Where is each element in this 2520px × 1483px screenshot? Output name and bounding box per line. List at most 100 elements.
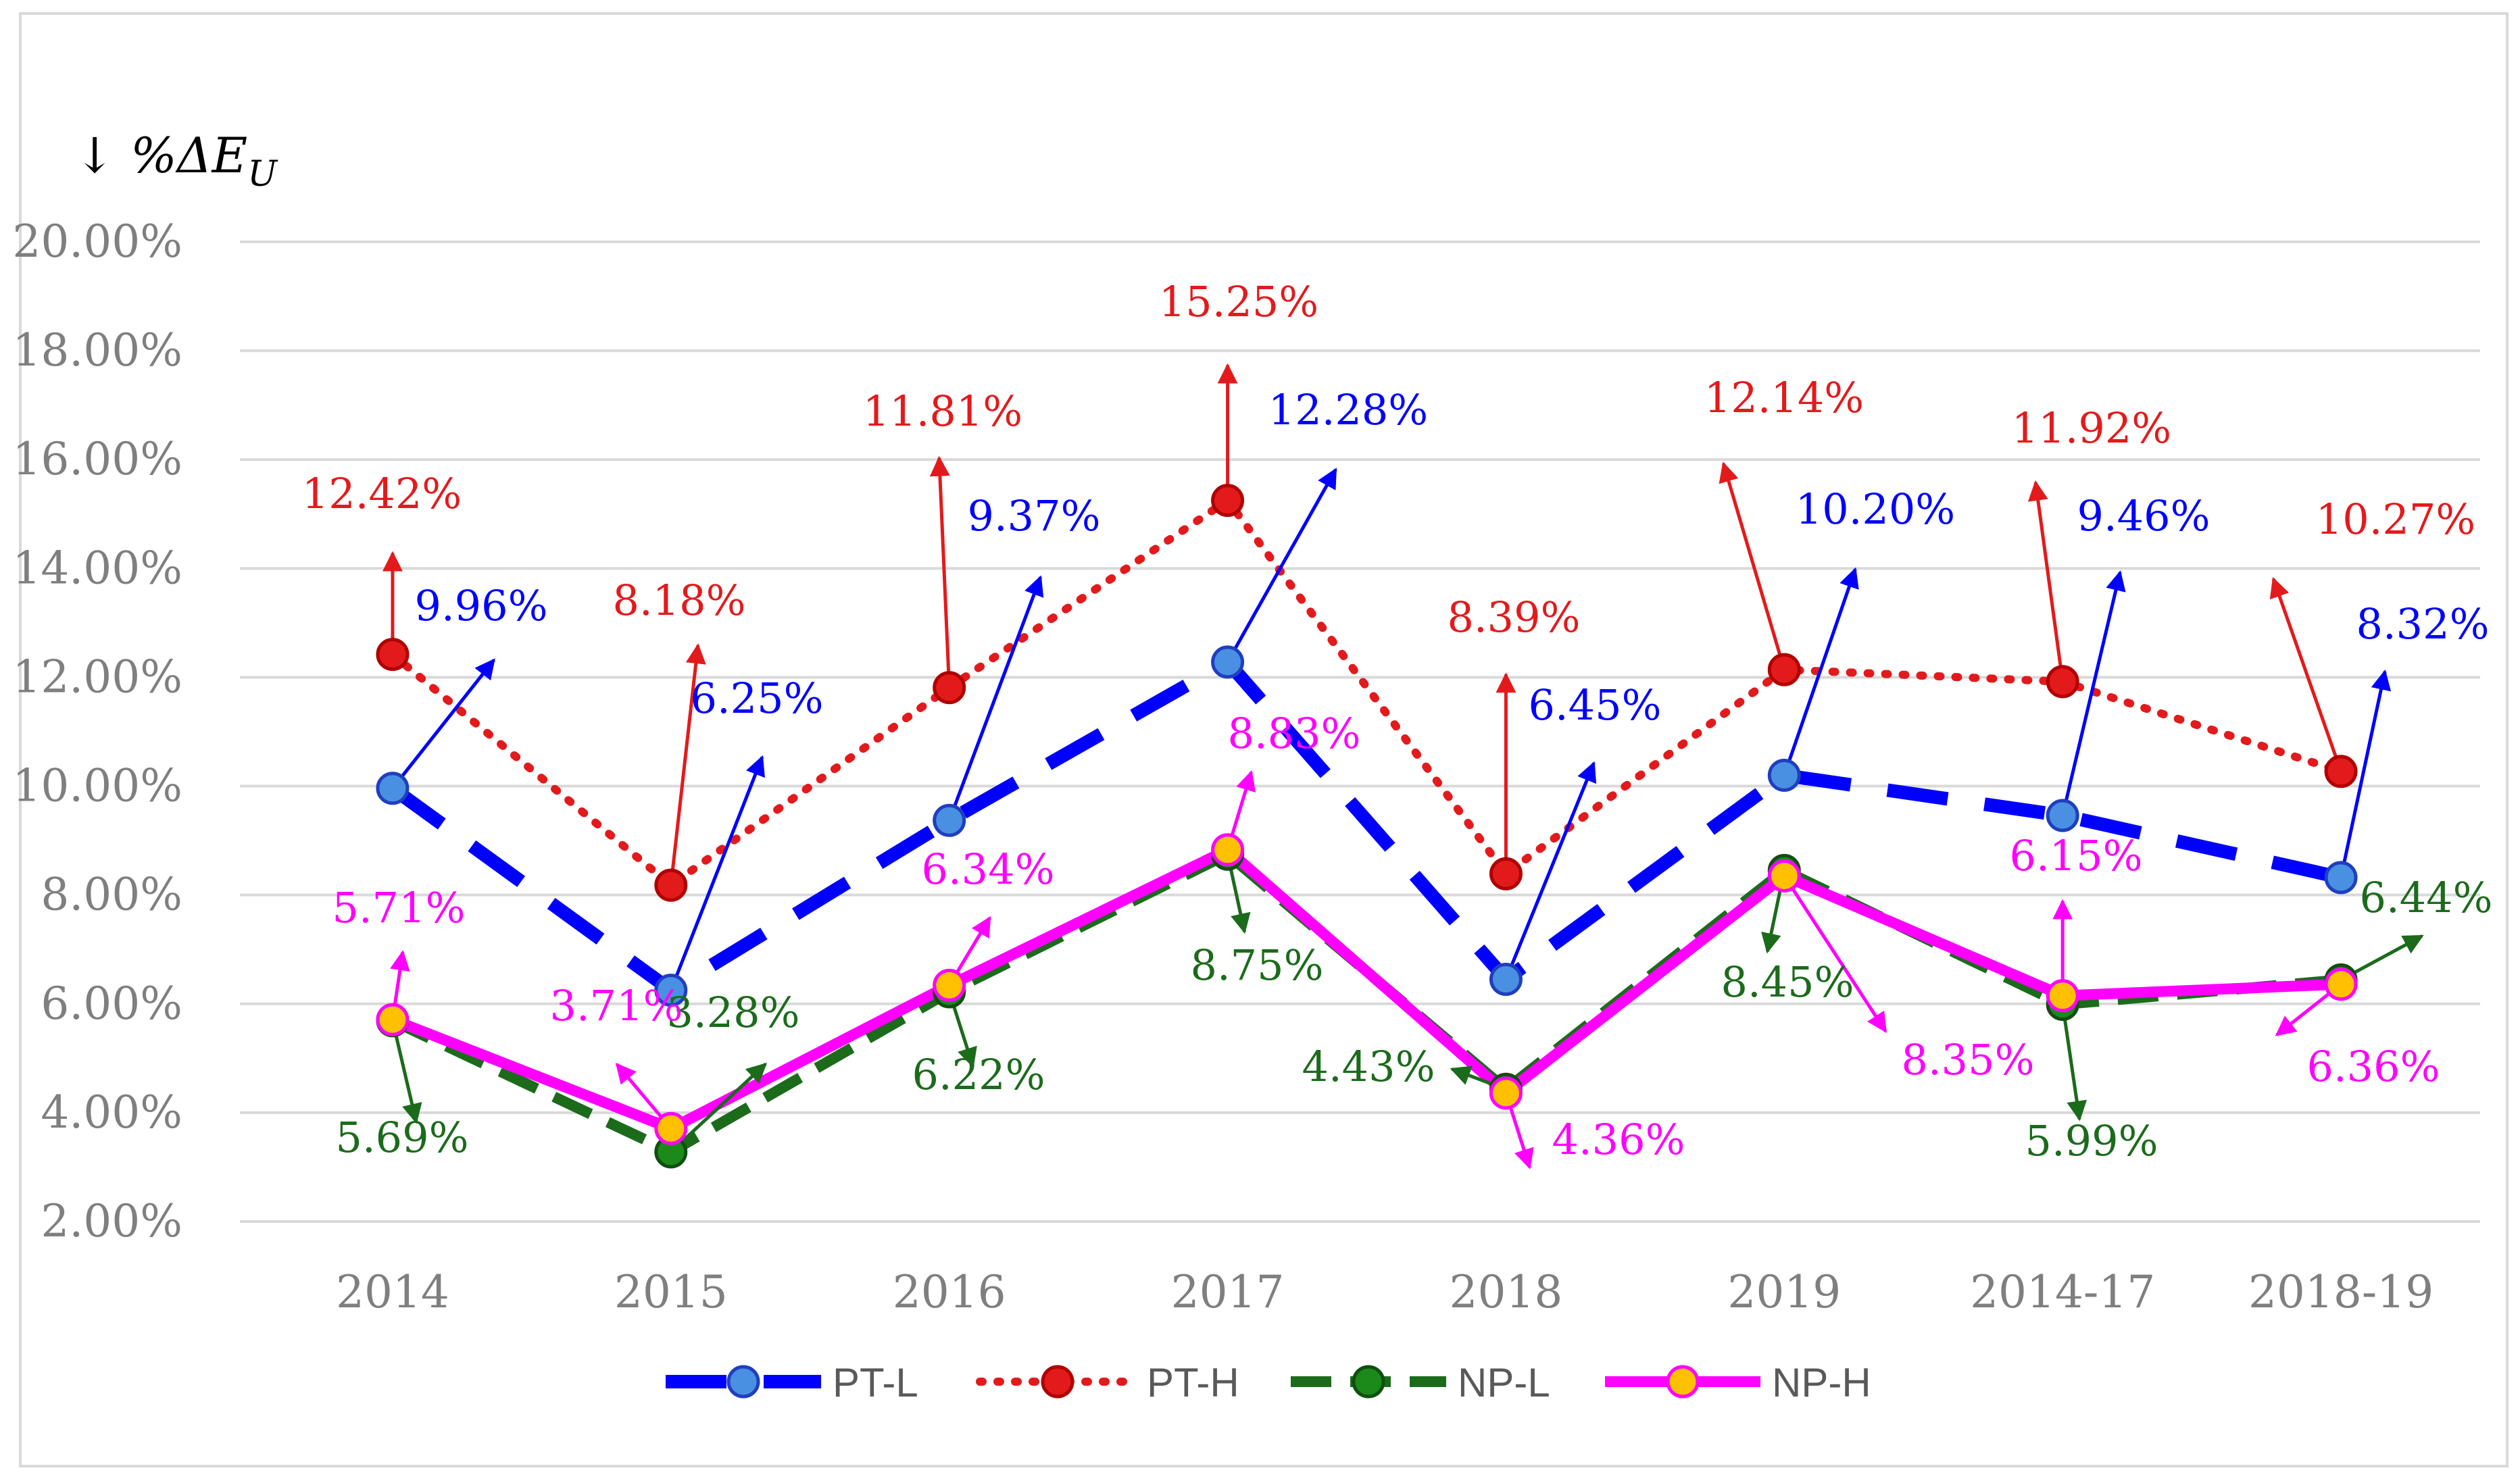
data-label-np-l: 8.75% xyxy=(1191,940,1324,990)
data-label-pt-l: 9.37% xyxy=(968,491,1101,541)
data-label-np-h: 5.71% xyxy=(332,883,466,932)
label-arrow xyxy=(669,643,706,886)
label-arrow xyxy=(1783,875,1887,1033)
data-label-pt-l: 8.32% xyxy=(2356,599,2490,649)
data-point-pt-l xyxy=(1211,645,1245,679)
y-tick-label: 20.00% xyxy=(12,216,182,268)
x-tick-label: 2015 xyxy=(614,1266,728,1318)
x-axis-ticks: 2014 2015 2016 2017 2018 2019 2014-17 2018-19 xyxy=(336,1266,2433,1318)
label-arrow xyxy=(2060,570,2126,816)
label-arrow xyxy=(929,455,952,688)
chart-frame xyxy=(19,12,2509,1467)
data-point-pt-h xyxy=(1489,857,1523,890)
gridlines xyxy=(240,241,2480,1223)
data-point-pt-l xyxy=(1767,758,1801,792)
data-point-pt-h xyxy=(376,638,410,672)
legend: PT-L PT-H NP-L NP-H xyxy=(666,1360,1871,1405)
label-arrows xyxy=(382,363,2424,1170)
y-tick-label: 16.00% xyxy=(12,433,182,485)
label-arrow xyxy=(1504,761,1597,980)
data-label-np-l: 5.99% xyxy=(2025,1116,2158,1165)
data-label-pt-h: 11.81% xyxy=(863,386,1022,436)
legend-label-pt-h: PT-H xyxy=(1147,1360,1239,1405)
label-arrow xyxy=(669,755,765,991)
data-label-np-h: 3.71% xyxy=(550,981,683,1030)
data-point-pt-h xyxy=(654,868,688,902)
x-tick-label: 2017 xyxy=(1171,1266,1285,1318)
data-label-np-l: 6.22% xyxy=(912,1050,1045,1099)
label-arrow xyxy=(391,1020,422,1124)
legend-marker-pt-h xyxy=(1041,1365,1074,1399)
x-tick-label: 2014-17 xyxy=(1970,1266,2155,1318)
data-point-pt-h xyxy=(933,671,966,705)
series-line-np-h xyxy=(391,844,2342,1134)
data-labels: 9.96% 6.25% 9.37% 12.28% 6.45% 10.20% 9.46% 8.3… xyxy=(302,277,2493,1165)
series-lines xyxy=(388,496,2346,1157)
x-tick-label: 2018 xyxy=(1449,1266,1562,1318)
data-point-pt-h xyxy=(2046,665,2079,699)
data-point-pt-l xyxy=(2046,799,2079,832)
y-tick-label: 12.00% xyxy=(12,651,182,703)
series-line-np-l xyxy=(390,849,2342,1157)
data-label-np-h: 6.36% xyxy=(2307,1042,2440,1091)
data-point-np-h xyxy=(1489,1076,1523,1110)
legend-marker-np-h xyxy=(1666,1365,1700,1399)
y-tick-label: 14.00% xyxy=(12,542,182,594)
data-point-pt-l xyxy=(933,803,966,837)
data-label-pt-h: 8.39% xyxy=(1448,593,1581,642)
label-arrow xyxy=(2339,669,2392,878)
data-point-np-h xyxy=(933,968,966,1002)
series-line-pt-l xyxy=(389,655,2343,997)
x-tick-label: 2019 xyxy=(1727,1266,1841,1318)
label-arrow xyxy=(947,575,1044,822)
data-label-np-l: 3.28% xyxy=(667,988,800,1037)
series-markers xyxy=(376,484,2358,1169)
data-point-np-h xyxy=(376,1003,410,1036)
label-arrow xyxy=(1719,461,1786,670)
data-label-np-l: 6.44% xyxy=(2360,873,2493,922)
legend-label-np-h: NP-H xyxy=(1772,1360,1871,1405)
x-tick-label: 2016 xyxy=(893,1266,1006,1318)
data-point-pt-h xyxy=(1767,653,1801,686)
label-arrow xyxy=(1782,567,1859,776)
data-point-np-h xyxy=(1211,833,1245,867)
data-label-np-l: 5.69% xyxy=(336,1113,469,1162)
data-label-pt-l: 9.96% xyxy=(415,581,548,630)
legend-marker-np-l xyxy=(1352,1365,1385,1399)
y-axis-label: ↓ %ΔEU xyxy=(74,127,278,195)
y-tick-label: 18.00% xyxy=(12,324,182,376)
label-arrow xyxy=(2060,1004,2087,1122)
data-point-pt-l xyxy=(2324,861,2358,895)
y-tick-label: 6.00% xyxy=(41,978,182,1030)
data-label-pt-h: 12.14% xyxy=(1704,373,1864,422)
y-axis-ticks: 2.00% 4.00% 6.00% 8.00% 10.00% 12.00% 14.00% 16… xyxy=(12,216,182,1247)
y-tick-label: 10.00% xyxy=(12,760,182,812)
data-label-pt-h: 12.42% xyxy=(302,469,462,518)
data-label-pt-h: 10.27% xyxy=(2316,495,2475,544)
legend-label-np-l: NP-L xyxy=(1458,1360,1550,1405)
y-tick-label: 8.00% xyxy=(41,869,182,921)
label-arrow xyxy=(2269,576,2343,772)
data-label-np-h: 4.36% xyxy=(1552,1115,1685,1164)
data-point-pt-l xyxy=(1489,963,1523,997)
legend-marker-pt-l xyxy=(726,1365,760,1399)
y-tick-label: 4.00% xyxy=(41,1086,182,1138)
legend-label-pt-l: PT-L xyxy=(833,1360,918,1405)
data-point-pt-h xyxy=(2324,755,2358,788)
data-label-pt-h: 11.92% xyxy=(2012,403,2171,453)
data-point-np-h xyxy=(1767,859,1801,893)
data-point-pt-h xyxy=(1211,484,1245,518)
data-label-np-h: 6.15% xyxy=(2010,831,2143,880)
y-tick-label: 2.00% xyxy=(41,1195,182,1247)
label-arrow xyxy=(2027,480,2065,682)
x-tick-label: 2014 xyxy=(336,1266,449,1318)
data-label-pt-l: 9.46% xyxy=(2077,491,2210,541)
data-label-pt-h: 15.25% xyxy=(1159,277,1318,326)
data-label-np-h: 6.34% xyxy=(922,845,1055,894)
x-tick-label: 2018-19 xyxy=(2248,1266,2433,1318)
data-label-pt-h: 8.18% xyxy=(613,576,746,625)
data-label-pt-l: 12.28% xyxy=(1268,385,1428,434)
data-label-pt-l: 6.45% xyxy=(1529,680,1662,730)
